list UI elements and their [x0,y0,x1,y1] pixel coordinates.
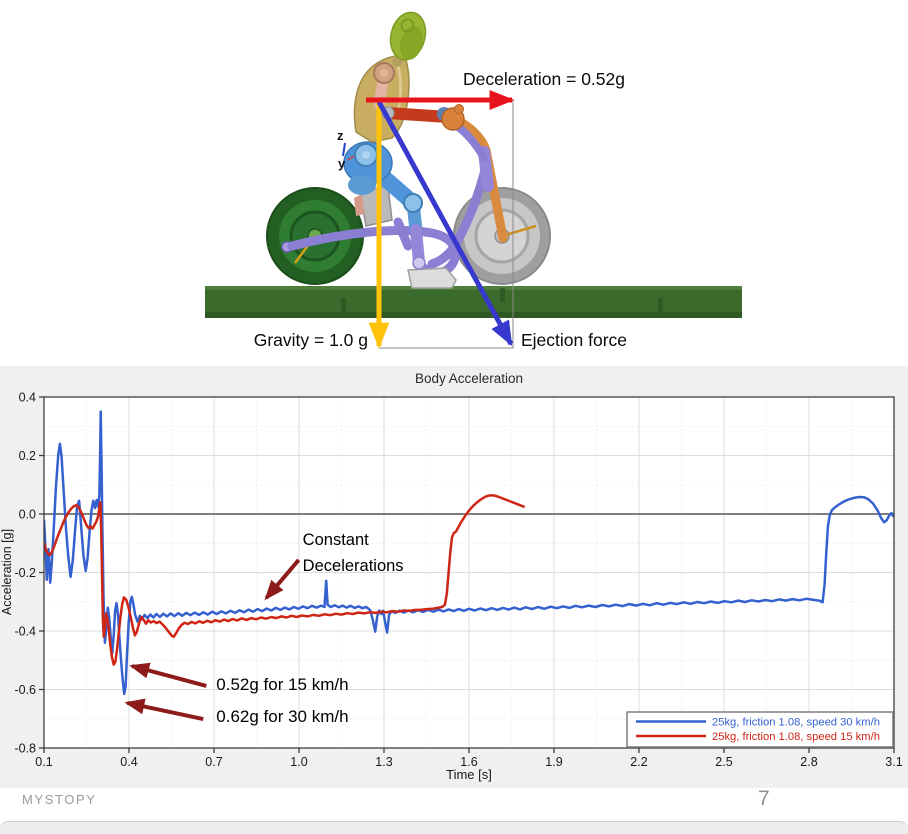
svg-text:2.5: 2.5 [715,755,732,769]
svg-text:0.4: 0.4 [120,755,137,769]
svg-text:-0.2: -0.2 [14,566,36,580]
next-slide-strip [0,821,908,834]
x-tick-labels: 0.1 0.4 0.7 1.0 1.3 1.6 1.9 2.2 2.5 2.8 3.1 [35,755,902,769]
page-number: 7 [758,787,770,810]
legend-label-0: 25kg, friction 1.08, speed 30 km/h [712,717,880,729]
svg-text:0.1: 0.1 [35,755,52,769]
y-tick-labels: 0.4 0.2 0.0 -0.2 -0.4 -0.6 -0.8 [14,391,36,756]
series-line-1 [44,494,526,666]
brand-logo: MYSTOPY [22,792,97,807]
crash-test-dummy [343,11,465,289]
series-line-0 [44,410,894,696]
annotation-text-0: Decelerations [303,557,404,575]
y-axis-label: Acceleration [g] [0,529,14,615]
axis-y-label: y [338,156,346,171]
annotations: Constant Decelerations 0.52g for 15 km/h 0.… [124,531,404,726]
svg-text:1.0: 1.0 [290,755,307,769]
annotation-text-1: 0.52g for 15 km/h [216,675,348,694]
legend-box [626,711,894,748]
annotation-arrow-2 [124,698,204,721]
ground [205,286,742,318]
ejection-label: Ejection force [521,330,627,350]
coordinate-axis-glyph: z y [337,128,355,171]
x-axis-label: Time [s] [446,767,492,782]
svg-text:0.0: 0.0 [19,508,36,522]
acceleration-chart: 0.1 0.4 0.7 1.0 1.3 1.6 1.9 2.2 2.5 2.8 3.10.40.20… [0,366,908,788]
svg-text:1.9: 1.9 [545,755,562,769]
axis-ticks [39,396,895,753]
legend: 25kg, friction 1.08, speed 30 km/h 25kg, … [626,711,894,748]
annotation-arrow-1 [129,662,207,688]
svg-text:0.4: 0.4 [19,391,36,405]
svg-text:0.7: 0.7 [205,755,222,769]
ejection-arrow [376,100,514,347]
annotation-arrow-0 [264,558,301,601]
svg-text:1.3: 1.3 [375,755,392,769]
svg-text:2.2: 2.2 [630,755,647,769]
annotation-text-2: 0.62g for 30 km/h [216,707,348,726]
gravity-label: Gravity = 1.0 g [254,330,368,350]
svg-text:2.8: 2.8 [800,755,817,769]
deceleration-label: Deceleration = 0.52g [463,69,625,89]
svg-text:-0.8: -0.8 [14,742,36,756]
legend-label-1: 25kg, friction 1.08, speed 15 km/h [712,731,880,743]
svg-text:1.6: 1.6 [460,755,477,769]
svg-text:-0.4: -0.4 [14,625,36,639]
axis-z-label: z [337,128,344,143]
svg-text:3.1: 3.1 [885,755,902,769]
svg-text:-0.6: -0.6 [14,683,36,697]
svg-text:0.2: 0.2 [19,449,36,463]
chart-title: Body Acceleration [415,371,523,386]
series-group [44,410,894,696]
bike-illustration: z y Deceleration = 0.52g Gravity = 1.0 g… [205,11,742,350]
annotation-text-0: Constant [303,531,369,549]
